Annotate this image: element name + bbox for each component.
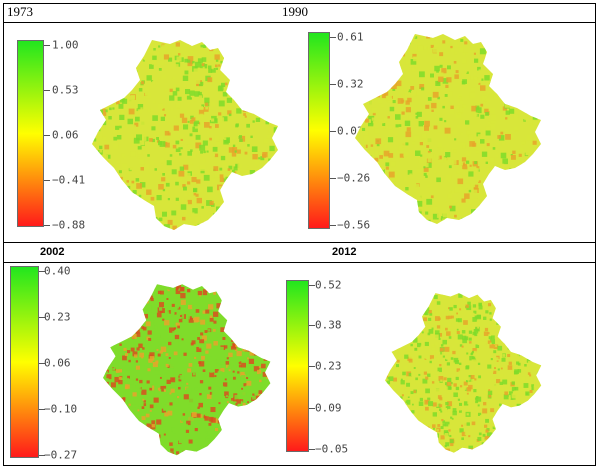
scale-label: 0.06 (52, 128, 79, 142)
color-scale-bar (10, 266, 39, 458)
tick (44, 180, 50, 181)
scale-label: 0.52 (315, 278, 342, 292)
figure-frame (3, 3, 596, 466)
scale-label: 0.06 (44, 356, 71, 370)
scale-label: 0.40 (44, 264, 71, 278)
color-scale-bar (17, 40, 44, 227)
tick (39, 317, 45, 318)
scale-label: −0.56 (337, 218, 371, 232)
color-scale-bar (308, 32, 330, 229)
tick (309, 449, 315, 450)
scale-label: −0.88 (52, 218, 86, 232)
tick (309, 366, 315, 367)
scale-label: 1.00 (52, 38, 79, 52)
year-label-2012: 2012 (332, 246, 357, 258)
region-map-2012 (385, 293, 542, 453)
tick (39, 455, 45, 456)
tick (44, 225, 50, 226)
tick (44, 45, 50, 46)
tick (39, 363, 45, 364)
region-map-1973 (92, 40, 278, 230)
tick (309, 325, 315, 326)
scale-label: 0.09 (315, 401, 342, 415)
color-scale-bar (286, 280, 309, 452)
tick (44, 90, 50, 91)
year-label-2002: 2002 (40, 246, 65, 258)
year-label-1973: 1973 (7, 4, 33, 19)
tick (309, 285, 315, 286)
row-divider (3, 242, 596, 243)
tick (39, 409, 45, 410)
scale-label: 0.53 (52, 83, 79, 97)
region-map-2002 (103, 284, 271, 456)
header-divider-top (3, 22, 596, 23)
tick (44, 135, 50, 136)
tick (330, 84, 336, 85)
year-label-1990: 1990 (282, 4, 308, 19)
tick (330, 131, 336, 132)
region-shape (385, 293, 542, 453)
scale-label: −0.05 (315, 442, 349, 456)
tick (309, 408, 315, 409)
scale-label: −0.27 (44, 448, 78, 462)
tick (330, 37, 336, 38)
scale-label: −0.10 (44, 402, 78, 416)
header-divider-bottom (3, 262, 596, 263)
region-map-1990 (355, 34, 541, 224)
scale-label: 0.32 (337, 77, 364, 91)
scale-label: 0.61 (337, 30, 364, 44)
tick (330, 225, 336, 226)
scale-label: −0.26 (337, 171, 371, 185)
scale-label: −0.41 (52, 173, 86, 187)
scale-label: 0.23 (315, 359, 342, 373)
scale-label: 0.38 (315, 318, 342, 332)
tick (330, 178, 336, 179)
region-shape (92, 40, 278, 230)
tick (39, 271, 45, 272)
scale-label: 0.23 (44, 310, 71, 324)
